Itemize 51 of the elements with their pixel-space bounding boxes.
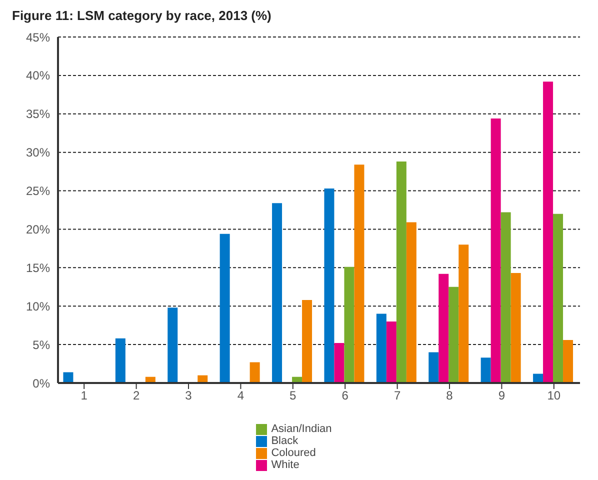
bar xyxy=(334,343,344,383)
bar xyxy=(386,321,396,383)
x-tick-label: 8 xyxy=(446,388,454,403)
legend-label: Coloured xyxy=(271,447,316,459)
bar xyxy=(324,188,334,383)
x-tick-label: 6 xyxy=(342,388,349,403)
y-tick-label: 0% xyxy=(32,376,50,390)
y-tick-label: 15% xyxy=(26,260,50,275)
y-tick-label: 35% xyxy=(26,107,50,122)
y-tick-label: 10% xyxy=(26,299,50,314)
bar xyxy=(448,286,459,383)
x-tick-label: 7 xyxy=(394,388,401,403)
y-tick-label: 45% xyxy=(26,30,50,44)
x-tick-label: 3 xyxy=(185,388,192,403)
bar xyxy=(458,244,469,383)
x-tick-label: 9 xyxy=(498,388,506,403)
y-tick-label: 5% xyxy=(32,338,50,352)
bar xyxy=(396,162,406,383)
legend-label: White xyxy=(271,459,300,471)
bar xyxy=(168,308,178,383)
y-tick-label: 30% xyxy=(26,146,50,160)
bar xyxy=(220,234,230,383)
bar xyxy=(500,212,511,383)
bar xyxy=(490,118,501,383)
x-tick-label: 5 xyxy=(290,388,297,403)
x-tick-label: 4 xyxy=(237,388,244,403)
y-tick-label: 20% xyxy=(26,222,50,236)
bar xyxy=(438,274,449,383)
bar xyxy=(406,222,416,383)
x-tick-label: 2 xyxy=(132,388,140,403)
bar xyxy=(480,358,491,383)
chart-title: Figure 11: LSM category by race, 2013 (%) xyxy=(12,8,272,23)
bar xyxy=(63,372,74,383)
bar xyxy=(354,164,364,383)
bar xyxy=(428,352,439,383)
bar xyxy=(344,266,354,383)
bar xyxy=(543,82,554,383)
bar xyxy=(302,300,312,383)
bar xyxy=(272,203,282,383)
y-tick-label: 40% xyxy=(26,68,50,83)
legend-label: Black xyxy=(271,435,298,447)
legend-label: Asian/Indian xyxy=(271,423,332,435)
bar xyxy=(553,214,564,383)
bar xyxy=(563,340,574,383)
x-tick-label: 10 xyxy=(547,388,561,403)
bar xyxy=(115,338,126,383)
bar xyxy=(510,273,521,383)
bar xyxy=(250,362,260,383)
bar xyxy=(376,314,386,383)
y-tick-label: 25% xyxy=(26,184,50,198)
x-tick-label: 1 xyxy=(80,388,88,403)
